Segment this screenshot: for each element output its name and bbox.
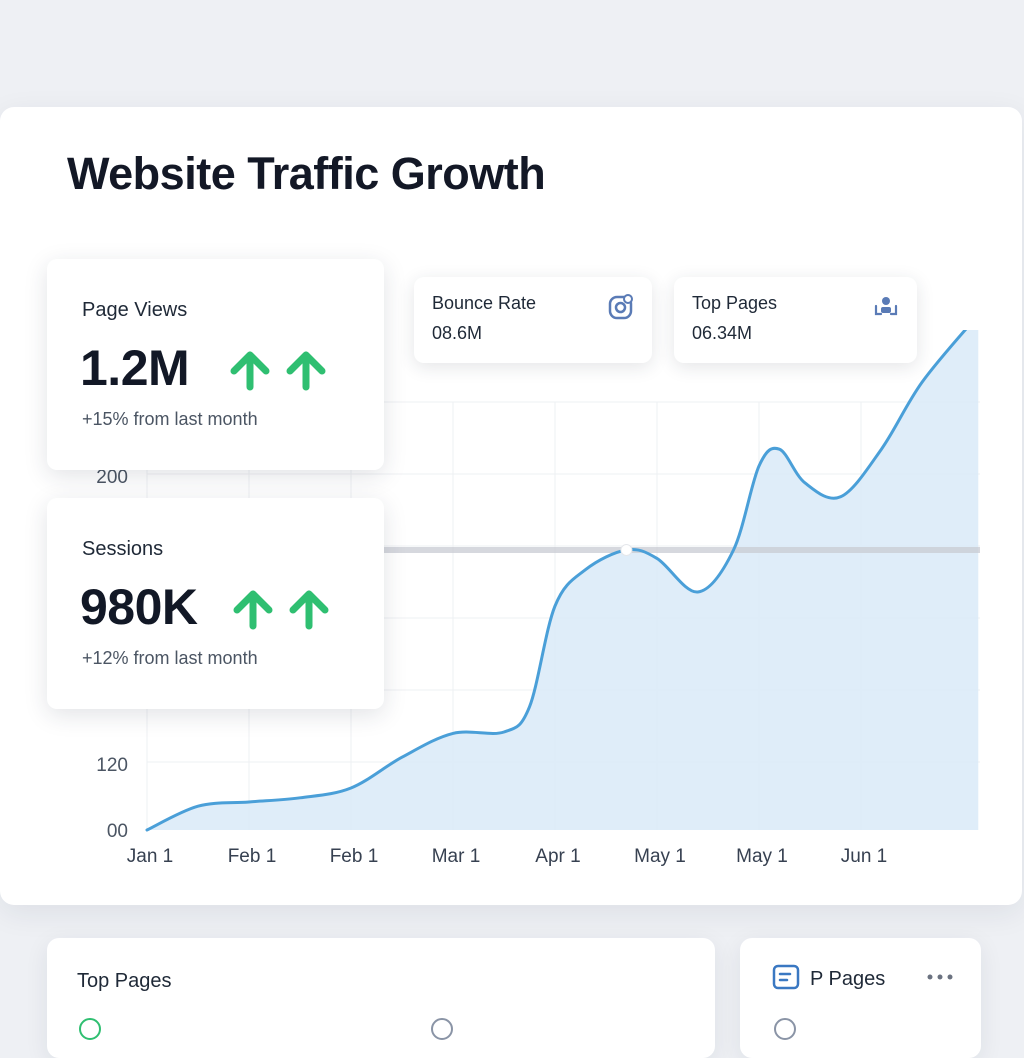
top-pages-panel-title: Top Pages bbox=[77, 970, 172, 992]
list-icon bbox=[772, 964, 800, 990]
sessions-label: Sessions bbox=[82, 538, 164, 560]
arrow-up-icon bbox=[286, 351, 326, 391]
bounce-rate-label: Bounce Rate bbox=[432, 293, 537, 313]
x-tick-label: Feb 1 bbox=[330, 846, 379, 867]
series-area bbox=[147, 330, 979, 830]
x-tick-label: May 1 bbox=[736, 846, 788, 867]
x-tick-label: Apr 1 bbox=[535, 846, 580, 867]
page-views-card[interactable]: Page Views 1.2M +15% from last month bbox=[47, 259, 384, 470]
user-badge-icon[interactable] bbox=[872, 293, 900, 321]
top-pages-value: 06.34M bbox=[692, 323, 753, 343]
top-pages-card[interactable]: Top Pages 06.34M bbox=[674, 277, 917, 363]
bounce-rate-card[interactable]: Bounce Rate 08.6M bbox=[414, 277, 652, 363]
sessions-trend bbox=[232, 590, 330, 630]
p-pages-panel: P Pages bbox=[740, 938, 981, 1058]
arrow-up-icon bbox=[289, 590, 329, 630]
status-dot-icon bbox=[774, 1018, 796, 1040]
page-views-label: Page Views bbox=[82, 299, 188, 321]
arrow-up-icon bbox=[230, 351, 270, 391]
y-tick-label: 200 bbox=[96, 467, 128, 488]
x-tick-label: Mar 1 bbox=[432, 846, 481, 867]
y-tick-label: 00 bbox=[107, 821, 128, 842]
p-pages-panel-title: P Pages bbox=[810, 968, 886, 990]
top-pages-label: Top Pages bbox=[692, 293, 778, 313]
page-views-change: +15% from last month bbox=[82, 409, 258, 429]
sessions-card[interactable]: Sessions 980K +12% from last month bbox=[47, 498, 384, 709]
y-tick-label: 120 bbox=[96, 755, 128, 776]
top-pages-panel: Top Pages bbox=[47, 938, 715, 1058]
page-views-value: 1.2M bbox=[80, 340, 190, 396]
page-title: Website Traffic Growth bbox=[67, 148, 546, 199]
x-tick-label: Jan 1 bbox=[127, 846, 173, 867]
arrow-up-icon bbox=[233, 590, 273, 630]
sessions-change: +12% from last month bbox=[82, 648, 258, 668]
series-line bbox=[145, 330, 968, 832]
status-dot-icon bbox=[431, 1018, 453, 1040]
data-point-marker bbox=[620, 544, 633, 556]
x-tick-label: Jun 1 bbox=[841, 846, 887, 867]
status-dot-icon bbox=[79, 1018, 101, 1040]
sessions-value: 980K bbox=[80, 579, 198, 635]
instagram-icon[interactable] bbox=[607, 293, 635, 321]
bounce-rate-value: 08.6M bbox=[432, 323, 483, 343]
page-views-trend bbox=[229, 351, 327, 391]
more-horizontal-icon[interactable] bbox=[926, 972, 954, 982]
x-tick-label: Feb 1 bbox=[228, 846, 277, 867]
x-tick-label: May 1 bbox=[634, 846, 686, 867]
